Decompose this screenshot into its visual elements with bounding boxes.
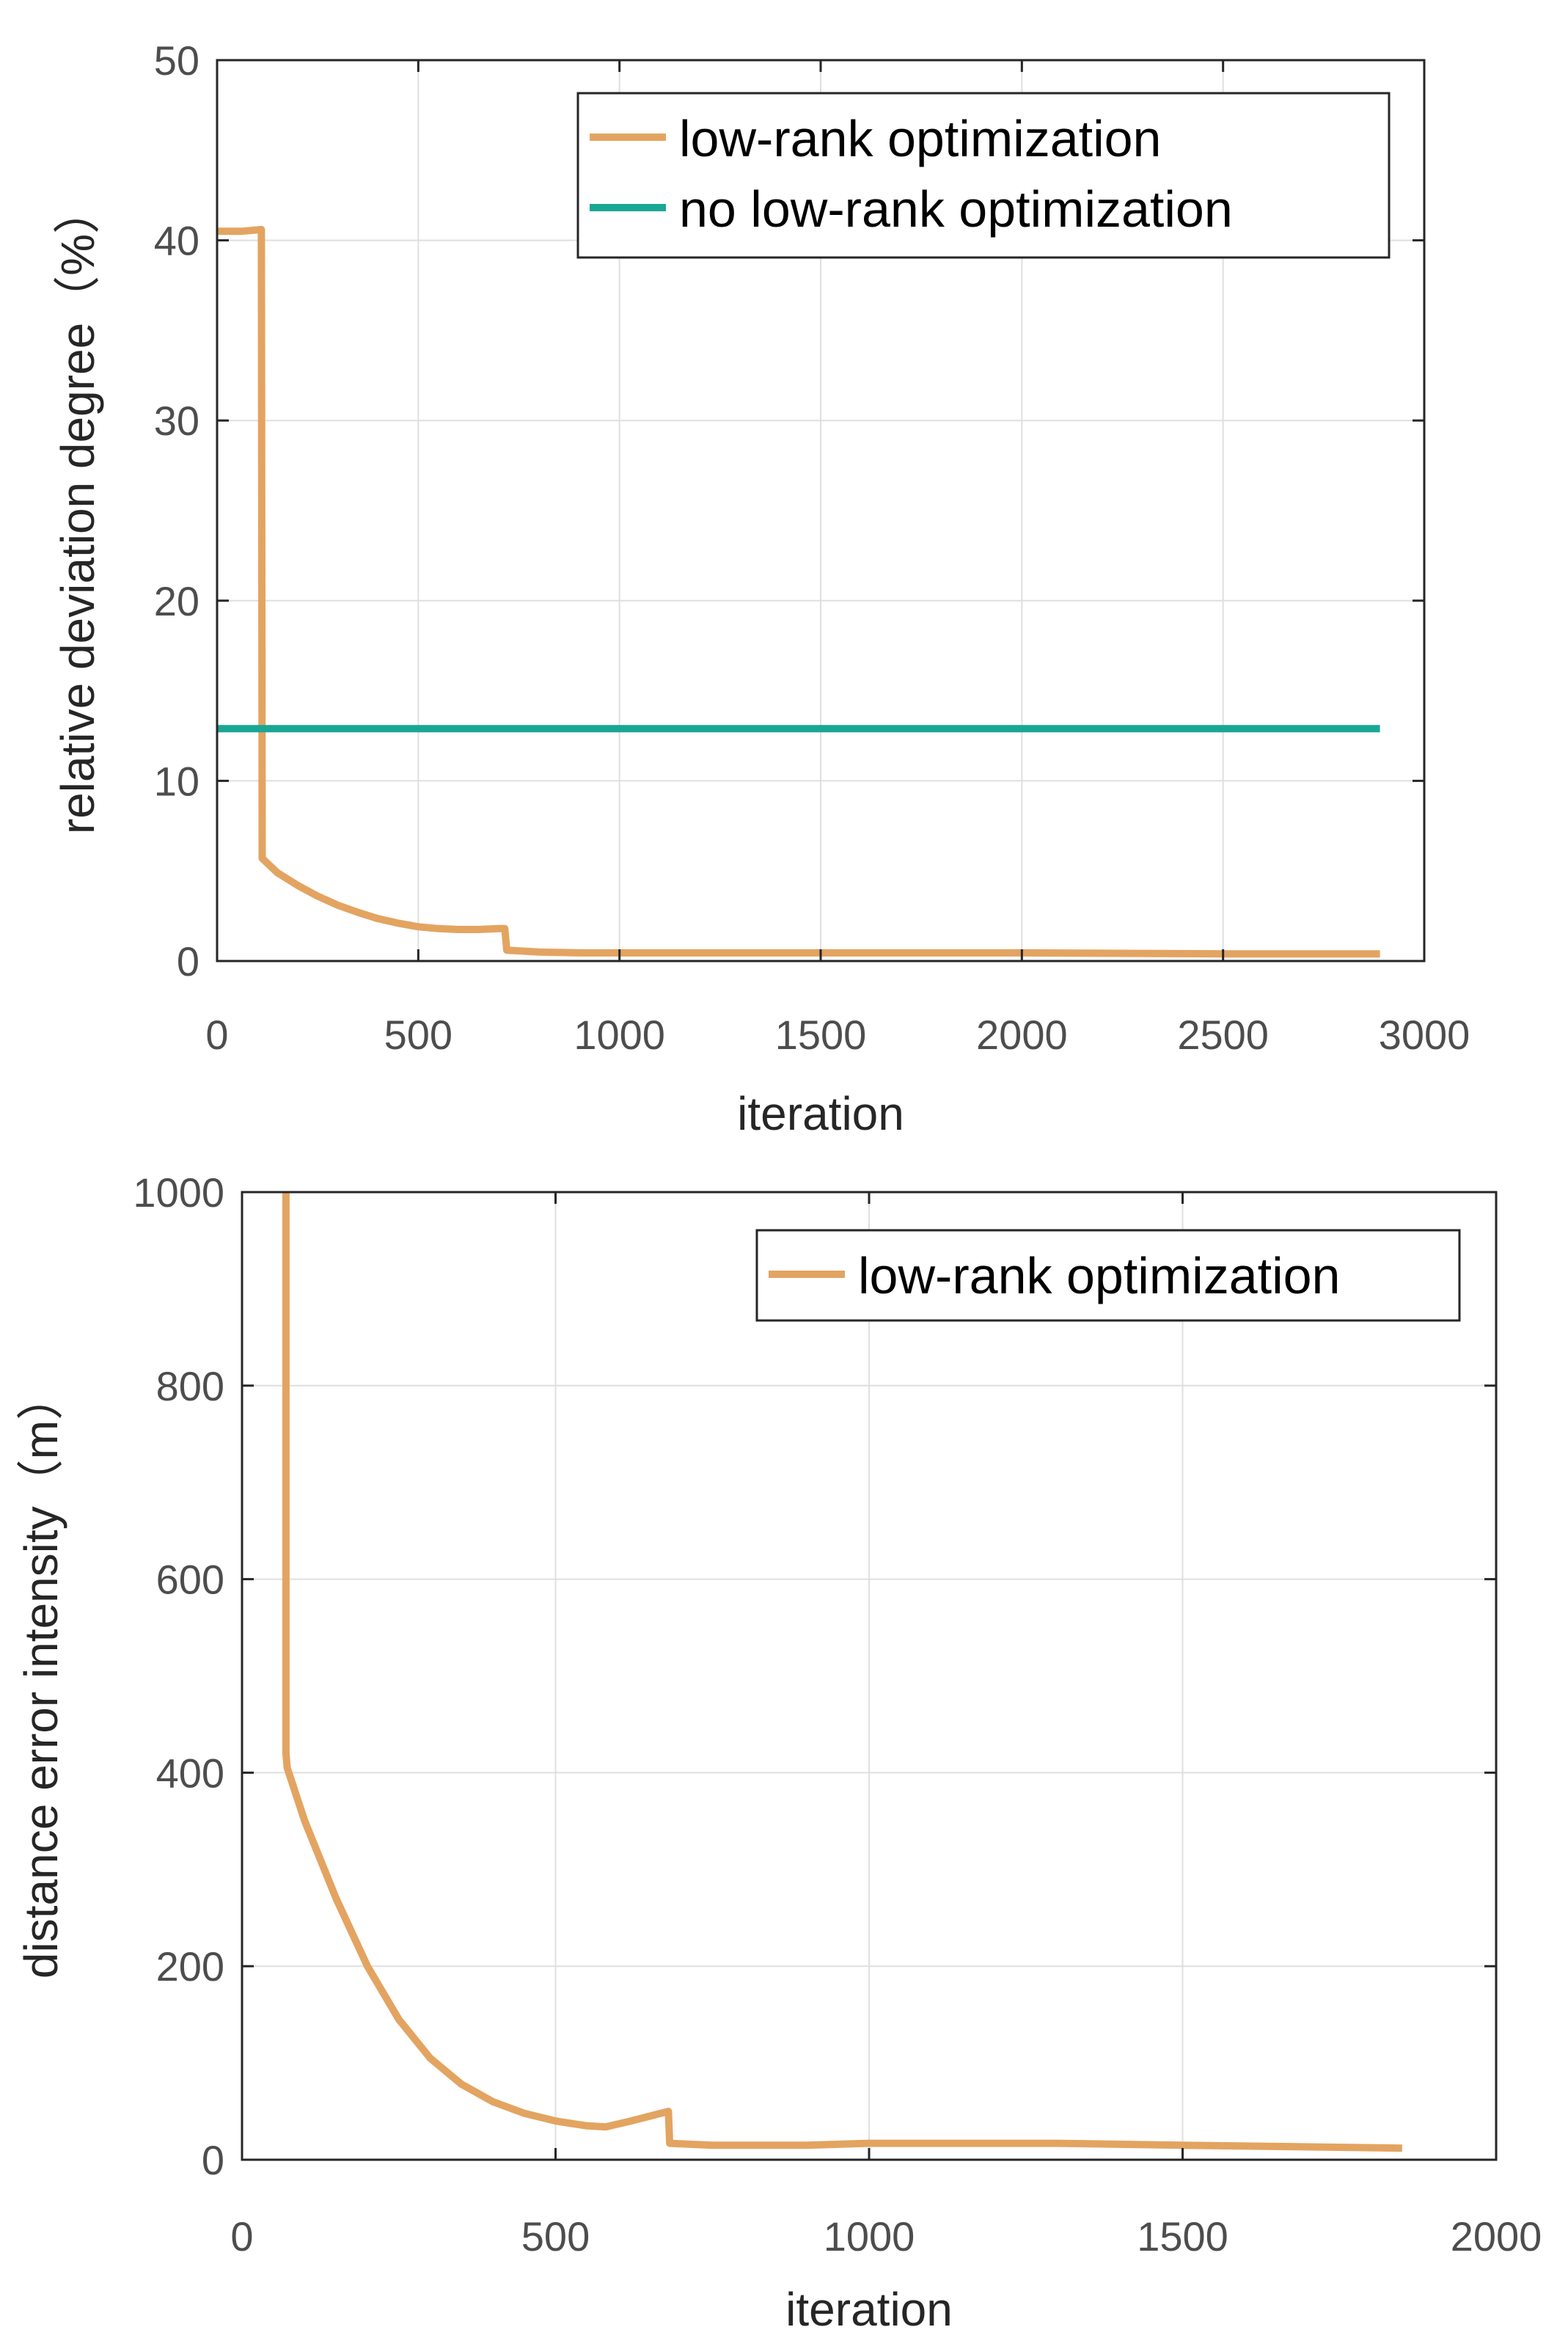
x-tick-label: 2000 <box>976 1012 1068 1058</box>
legend-box <box>576 92 1391 259</box>
y-tick-label: 50 <box>154 37 199 84</box>
x-tick-label: 1000 <box>824 2213 915 2260</box>
y-tick-label: 0 <box>177 938 199 984</box>
x-tick-label: 3000 <box>1379 1012 1470 1058</box>
x-tick-label: 1500 <box>775 1012 867 1058</box>
y-tick-label: 800 <box>156 1363 224 1409</box>
legend-label: low-rank optimization <box>679 110 1161 167</box>
y-tick-label: 0 <box>202 2137 224 2183</box>
series-line <box>282 1192 1402 2152</box>
x-tick-label: 500 <box>521 2213 590 2260</box>
legend-box <box>755 1229 1461 1322</box>
legend-label: no low-rank optimization <box>679 180 1233 238</box>
y-tick-label: 200 <box>156 1943 224 1990</box>
x-tick-label: 2000 <box>1451 2213 1542 2260</box>
y-axis-label: relative deviation degree（%） <box>51 187 104 834</box>
x-tick-label: 0 <box>205 1012 228 1058</box>
x-tick-label: 0 <box>230 2213 253 2260</box>
y-tick-label: 10 <box>154 758 199 804</box>
y-tick-label: 600 <box>156 1557 224 1603</box>
chart-relative-deviation: 0 500 1000 1500 2000 2500 3000 0 10 20 30 40 50 itera… <box>51 37 1470 1140</box>
y-tick-label: 20 <box>154 578 199 624</box>
x-tick-label: 1000 <box>574 1012 665 1058</box>
y-tick-label: 30 <box>154 398 199 444</box>
y-tick-label: 400 <box>156 1750 224 1796</box>
y-axis-label: distance error intensity（m） <box>15 1373 67 1979</box>
x-tick-label: 1500 <box>1137 2213 1228 2260</box>
series-line <box>217 225 1380 958</box>
chart-distance-error: 0 500 1000 1500 2000 0 200 400 600 800 1000 iterati… <box>15 1169 1542 2336</box>
x-axis-label: iteration <box>737 1087 904 1140</box>
x-axis-label: iteration <box>785 2283 953 2336</box>
y-tick-label: 40 <box>154 218 199 264</box>
legend-label: low-rank optimization <box>858 1247 1340 1304</box>
x-tick-label: 500 <box>384 1012 453 1058</box>
x-tick-label: 2500 <box>1177 1012 1269 1058</box>
y-tick-label: 1000 <box>133 1169 224 1216</box>
